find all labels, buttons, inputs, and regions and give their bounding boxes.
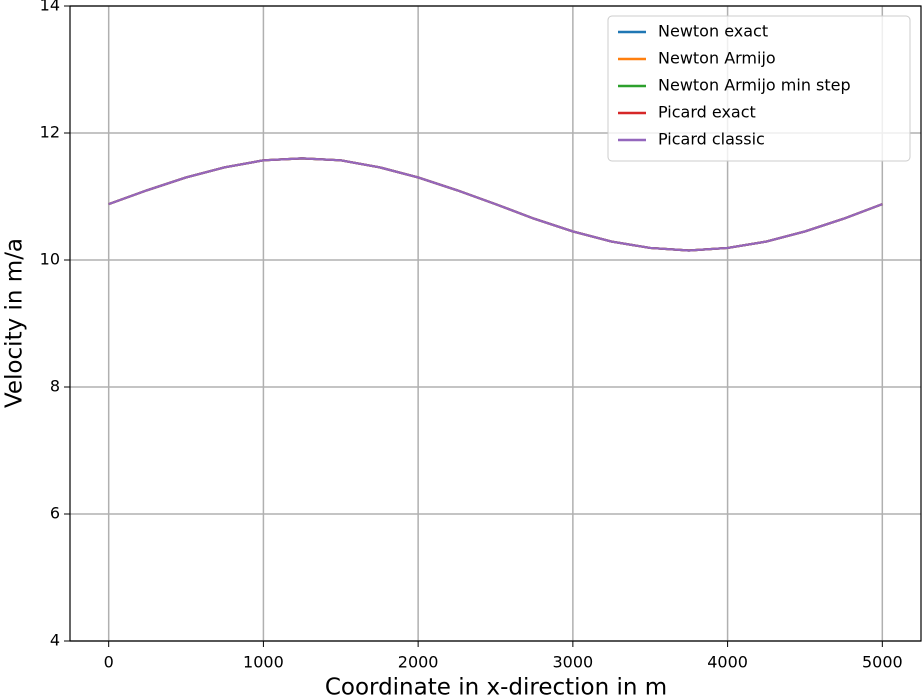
x-tick-label: 4000 bbox=[707, 653, 748, 672]
legend-label: Newton Armijo bbox=[658, 49, 776, 68]
x-tick-label: 5000 bbox=[862, 653, 903, 672]
legend-label: Newton Armijo min step bbox=[658, 76, 851, 95]
legend-label: Picard exact bbox=[658, 103, 756, 122]
x-tick-label: 2000 bbox=[398, 653, 439, 672]
y-axis-label: Velocity in m/a bbox=[2, 238, 28, 408]
y-tick-label: 10 bbox=[40, 250, 60, 269]
x-tick-label: 3000 bbox=[553, 653, 594, 672]
x-tick-label: 1000 bbox=[243, 653, 284, 672]
y-tick-label: 8 bbox=[50, 377, 60, 396]
line-series bbox=[108, 157, 883, 252]
y-tick-label: 14 bbox=[40, 0, 60, 15]
x-axis-label: Coordinate in x-direction in m bbox=[325, 675, 667, 700]
y-tick-label: 4 bbox=[50, 631, 60, 650]
y-tick-label: 12 bbox=[40, 123, 60, 142]
axes-frame bbox=[69, 5, 922, 642]
legend-label: Newton exact bbox=[658, 22, 768, 41]
x-tick-label: 0 bbox=[104, 653, 114, 672]
legend-label: Picard classic bbox=[658, 130, 765, 149]
y-tick-label: 6 bbox=[50, 504, 60, 523]
legend-box bbox=[607, 15, 911, 162]
